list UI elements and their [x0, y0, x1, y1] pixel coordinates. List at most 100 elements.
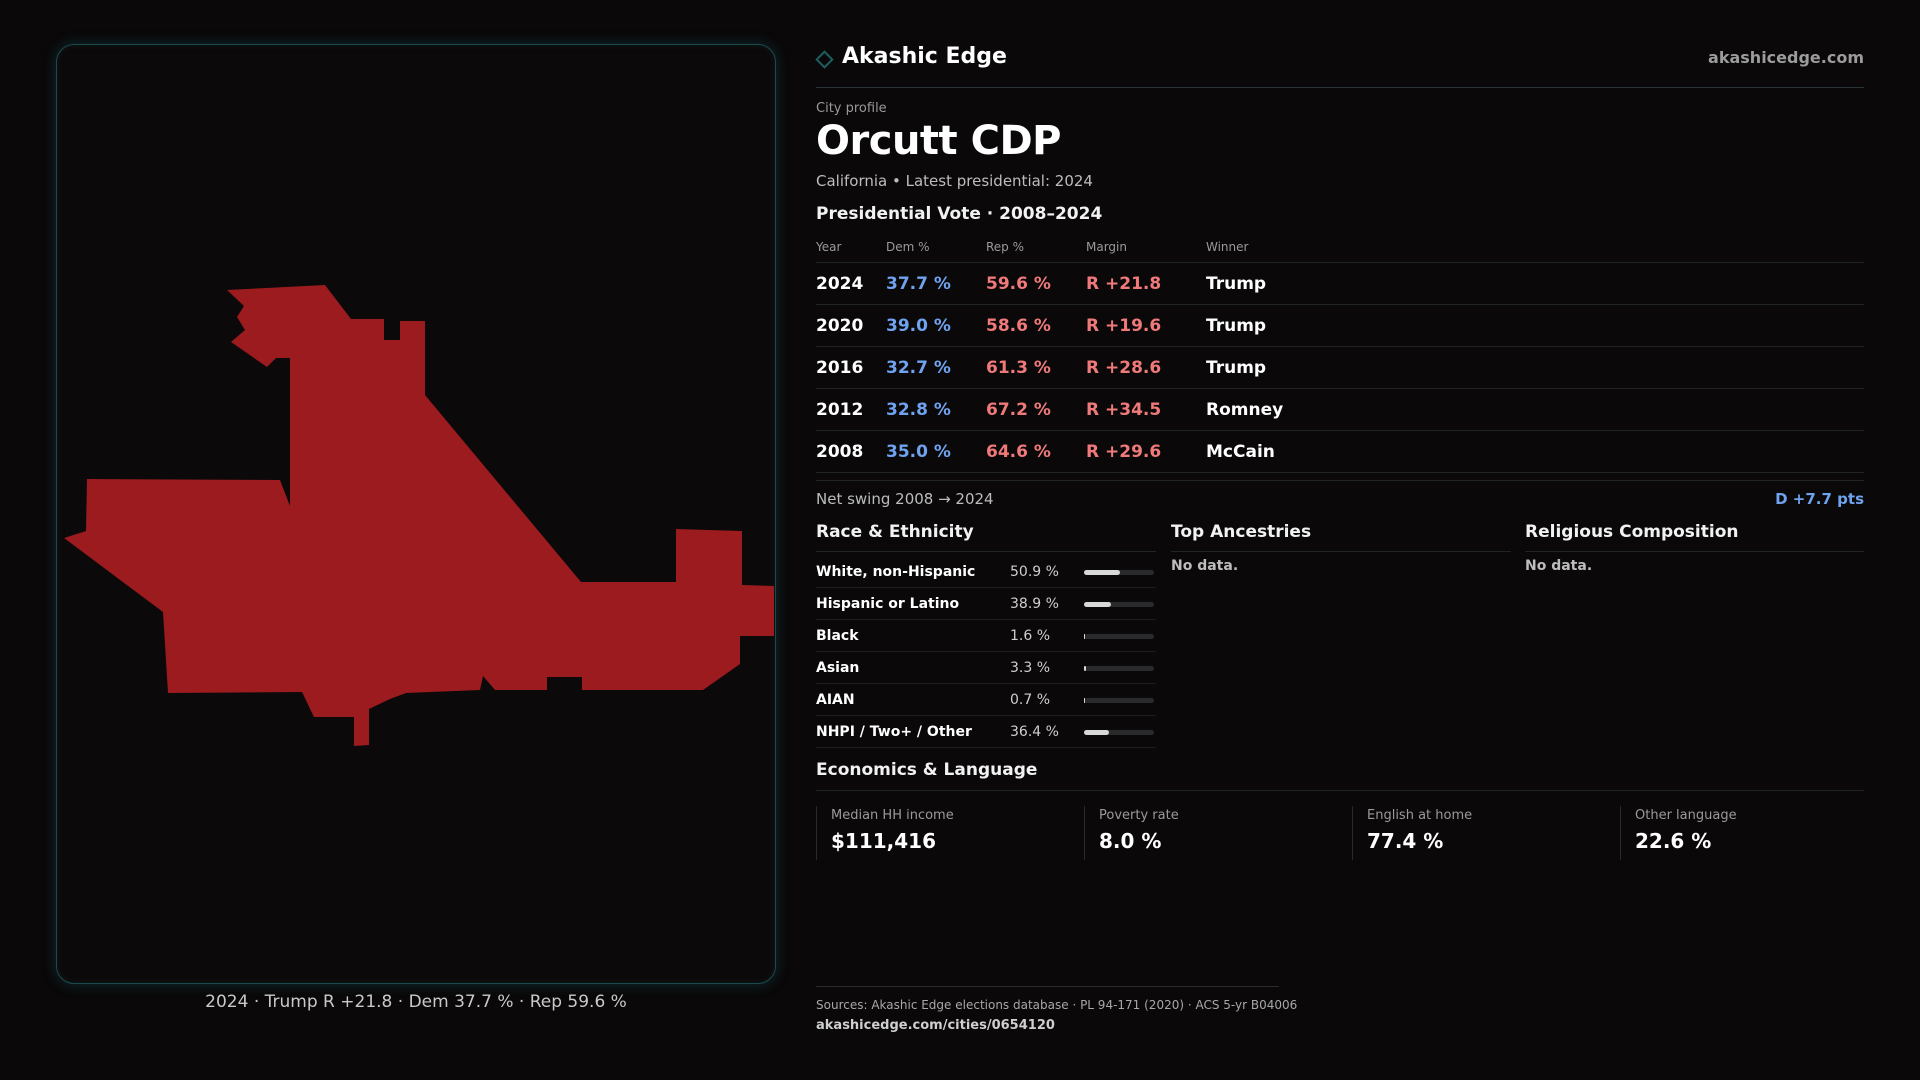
net-swing-value: D +7.7 pts — [1775, 490, 1864, 508]
table-row: 2024 37.7 % 59.6 % R +21.8 Trump — [816, 263, 1864, 305]
cell-winner: Trump — [1206, 274, 1267, 294]
cell-year: 2016 — [816, 358, 864, 378]
race-value: 1.6 % — [1010, 628, 1051, 644]
cell-year: 2024 — [816, 274, 864, 294]
religion-heading: Religious Composition — [1525, 522, 1739, 542]
cell-dem: 39.0 % — [886, 316, 951, 336]
cell-year: 2008 — [816, 442, 864, 462]
cell-dem: 32.7 % — [886, 358, 951, 378]
brand-url-link[interactable]: akashicedge.com — [1708, 48, 1864, 67]
top-bar: Akashic Edge akashicedge.com — [815, 44, 1864, 88]
race-bar — [1084, 602, 1154, 607]
profile-column: Akashic Edge akashicedge.com City profil… — [815, 0, 1864, 1080]
cell-margin: R +21.8 — [1086, 274, 1162, 294]
race-value: 38.9 % — [1010, 596, 1059, 612]
race-bar-fill — [1084, 634, 1086, 639]
race-bar — [1084, 698, 1154, 703]
diamond-icon — [815, 50, 834, 69]
stat-label: Poverty rate — [1099, 808, 1179, 823]
cell-winner: Trump — [1206, 316, 1267, 336]
list-item: AIAN 0.7 % — [816, 684, 1156, 716]
divider — [816, 790, 1864, 791]
race-label: White, non-Hispanic — [816, 564, 976, 580]
divider — [816, 551, 1156, 552]
table-row: 2020 39.0 % 58.6 % R +19.6 Trump — [816, 305, 1864, 347]
economics-heading: Economics & Language — [816, 760, 1038, 780]
stat-value: 8.0 % — [1099, 829, 1162, 853]
table-row: 2012 32.8 % 67.2 % R +34.5 Romney — [816, 389, 1864, 431]
list-item: White, non-Hispanic 50.9 % — [816, 556, 1156, 588]
stat-label: Median HH income — [831, 808, 954, 823]
ancestries-empty: No data. — [1171, 558, 1239, 574]
brand-name[interactable]: Akashic Edge — [842, 44, 1007, 69]
page-eyebrow: City profile — [816, 101, 887, 116]
race-label: Asian — [816, 660, 860, 676]
cell-winner: McCain — [1206, 442, 1275, 462]
race-label: AIAN — [816, 692, 855, 708]
race-bar-fill — [1084, 602, 1112, 607]
column-header-winner: Winner — [1206, 240, 1249, 254]
race-label: NHPI / Two+ / Other — [816, 724, 972, 740]
race-bar-fill — [1084, 666, 1087, 671]
race-bar-fill — [1084, 730, 1110, 735]
race-bar — [1084, 666, 1154, 671]
cell-dem: 37.7 % — [886, 274, 951, 294]
race-bar — [1084, 730, 1154, 735]
cell-year: 2012 — [816, 400, 864, 420]
city-boundary-map — [64, 285, 774, 746]
race-bar — [1084, 634, 1154, 639]
stat-value: 22.6 % — [1635, 829, 1712, 853]
stat-card-other-language: Other language 22.6 % — [1620, 806, 1864, 860]
cell-dem: 35.0 % — [886, 442, 951, 462]
race-heading: Race & Ethnicity — [816, 522, 974, 542]
cell-rep: 67.2 % — [986, 400, 1051, 420]
list-item: Black 1.6 % — [816, 620, 1156, 652]
race-value: 50.9 % — [1010, 564, 1059, 580]
stat-card-poverty-rate: Poverty rate 8.0 % — [1084, 806, 1352, 860]
cell-winner: Trump — [1206, 358, 1267, 378]
race-bar-fill — [1084, 570, 1120, 575]
stat-label: Other language — [1635, 808, 1737, 823]
stat-label: English at home — [1367, 808, 1473, 823]
stat-value: $111,416 — [831, 829, 937, 853]
vote-table: Year Dem % Rep % Margin Winner 2024 37.7… — [816, 233, 1864, 473]
cell-year: 2020 — [816, 316, 864, 336]
race-list: White, non-Hispanic 50.9 % Hispanic or L… — [816, 556, 1156, 748]
list-item: Hispanic or Latino 38.9 % — [816, 588, 1156, 620]
net-swing-label: Net swing 2008 → 2024 — [816, 490, 994, 508]
race-value: 3.3 % — [1010, 660, 1051, 676]
city-permalink[interactable]: akashicedge.com/cities/0654120 — [816, 1018, 1055, 1033]
cell-margin: R +19.6 — [1086, 316, 1162, 336]
ancestries-heading: Top Ancestries — [1171, 522, 1312, 542]
stat-value: 77.4 % — [1367, 829, 1444, 853]
cell-rep: 59.6 % — [986, 274, 1051, 294]
divider — [1171, 551, 1511, 552]
cell-margin: R +34.5 — [1086, 400, 1162, 420]
cell-rep: 64.6 % — [986, 442, 1051, 462]
race-value: 0.7 % — [1010, 692, 1051, 708]
page-subtitle: California • Latest presidential: 2024 — [816, 172, 1093, 190]
sources-note: Sources: Akashic Edge elections database… — [816, 998, 1298, 1012]
race-bar — [1084, 570, 1154, 575]
cell-dem: 32.8 % — [886, 400, 951, 420]
cell-rep: 61.3 % — [986, 358, 1051, 378]
race-bar-fill — [1084, 698, 1086, 703]
table-row: 2008 35.0 % 64.6 % R +29.6 McCain — [816, 431, 1864, 473]
race-label: Hispanic or Latino — [816, 596, 960, 612]
divider — [816, 480, 1864, 481]
cell-margin: R +29.6 — [1086, 442, 1162, 462]
cell-margin: R +28.6 — [1086, 358, 1162, 378]
column-header-rep: Rep % — [986, 240, 1025, 254]
page-title: Orcutt CDP — [816, 118, 1061, 164]
race-value: 36.4 % — [1010, 724, 1059, 740]
religion-empty: No data. — [1525, 558, 1593, 574]
column-header-margin: Margin — [1086, 240, 1127, 254]
map-panel — [56, 44, 776, 984]
cell-rep: 58.6 % — [986, 316, 1051, 336]
stat-card-english-at-home: English at home 77.4 % — [1352, 806, 1620, 860]
column-header-year: Year — [816, 240, 842, 254]
city-boundary-shape — [64, 285, 774, 746]
divider — [816, 986, 1279, 987]
vote-heading: Presidential Vote · 2008–2024 — [816, 204, 1103, 224]
list-item: Asian 3.3 % — [816, 652, 1156, 684]
